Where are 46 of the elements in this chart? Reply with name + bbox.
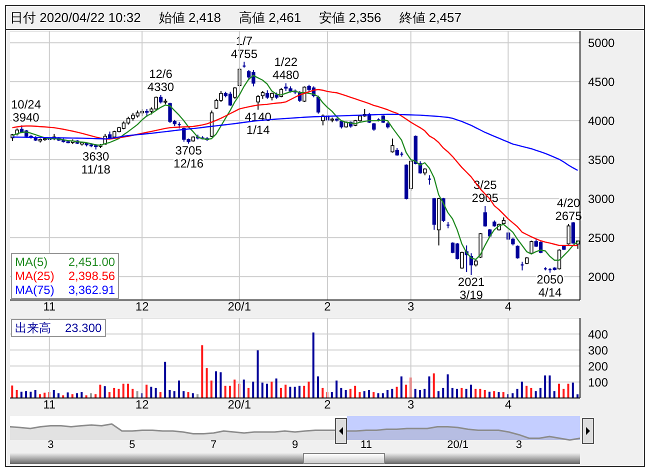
x-tick-label: 5 <box>129 438 136 451</box>
y-tick-label: 400 <box>588 327 608 342</box>
text: 高値 2,461 <box>238 8 302 26</box>
x-tick-label: 3 <box>408 300 415 314</box>
y-tick-label: 3500 <box>588 152 616 167</box>
x-tick-label: 3 <box>48 438 54 451</box>
text: 安値 2,356 <box>319 8 382 26</box>
y-tick-label: 4500 <box>588 74 616 89</box>
x-tick-label: 11 <box>360 438 372 451</box>
text: MA(75) 3,362.91 <box>15 283 116 297</box>
y-tick-label: 3000 <box>588 192 616 206</box>
x-tick-label: 11 <box>43 398 56 412</box>
y-tick-label: 4000 <box>588 114 616 128</box>
x-tick-label: 4 <box>504 398 512 412</box>
y-tick-label: 100 <box>588 375 608 390</box>
y-tick-label: 5000 <box>588 36 616 50</box>
x-tick-label: 2 <box>324 300 332 314</box>
annotation: 2021 3/19 <box>458 274 485 302</box>
x-tick-label: 12 <box>135 300 150 314</box>
x-tick-label: 20/1 <box>228 398 252 412</box>
annotation: 1/22 4480 <box>272 55 300 82</box>
x-tick-label: 11 <box>43 300 56 314</box>
text: MA(5) 2,451.00 <box>15 255 116 269</box>
text: 始値 2,418 <box>158 8 221 26</box>
x-tick-label: 3 <box>408 398 415 412</box>
x-tick-label: 3 <box>516 438 522 451</box>
x-tick-label: 7 <box>210 438 217 451</box>
y-tick-label: 200 <box>588 359 608 374</box>
text: MA(25) 2,398.56 <box>15 269 116 283</box>
annotation: 3705 12/16 <box>174 144 204 171</box>
annotation: 10/24 3940 <box>10 97 42 124</box>
x-tick-label: 20/1 <box>447 438 469 451</box>
x-tick-label: 12 <box>135 398 150 412</box>
text: 出来高 23.300 <box>15 321 102 335</box>
y-tick-label: 300 <box>588 343 608 358</box>
x-tick-label: 4 <box>504 300 512 314</box>
x-tick-label: 9 <box>292 438 298 451</box>
annotation: 2050 4/14 <box>536 272 564 300</box>
x-tick-label: 2 <box>324 398 332 412</box>
y-tick-label: 2000 <box>588 270 616 284</box>
annotation: 3630 11/18 <box>81 150 111 177</box>
text: 日付 2020/04/22 10:32 <box>10 8 141 26</box>
annotation: 12/6 4330 <box>147 66 174 94</box>
y-tick-label: 2500 <box>588 230 616 245</box>
x-tick-label: 20/1 <box>228 300 252 314</box>
text: 終値 2,457 <box>399 8 462 26</box>
